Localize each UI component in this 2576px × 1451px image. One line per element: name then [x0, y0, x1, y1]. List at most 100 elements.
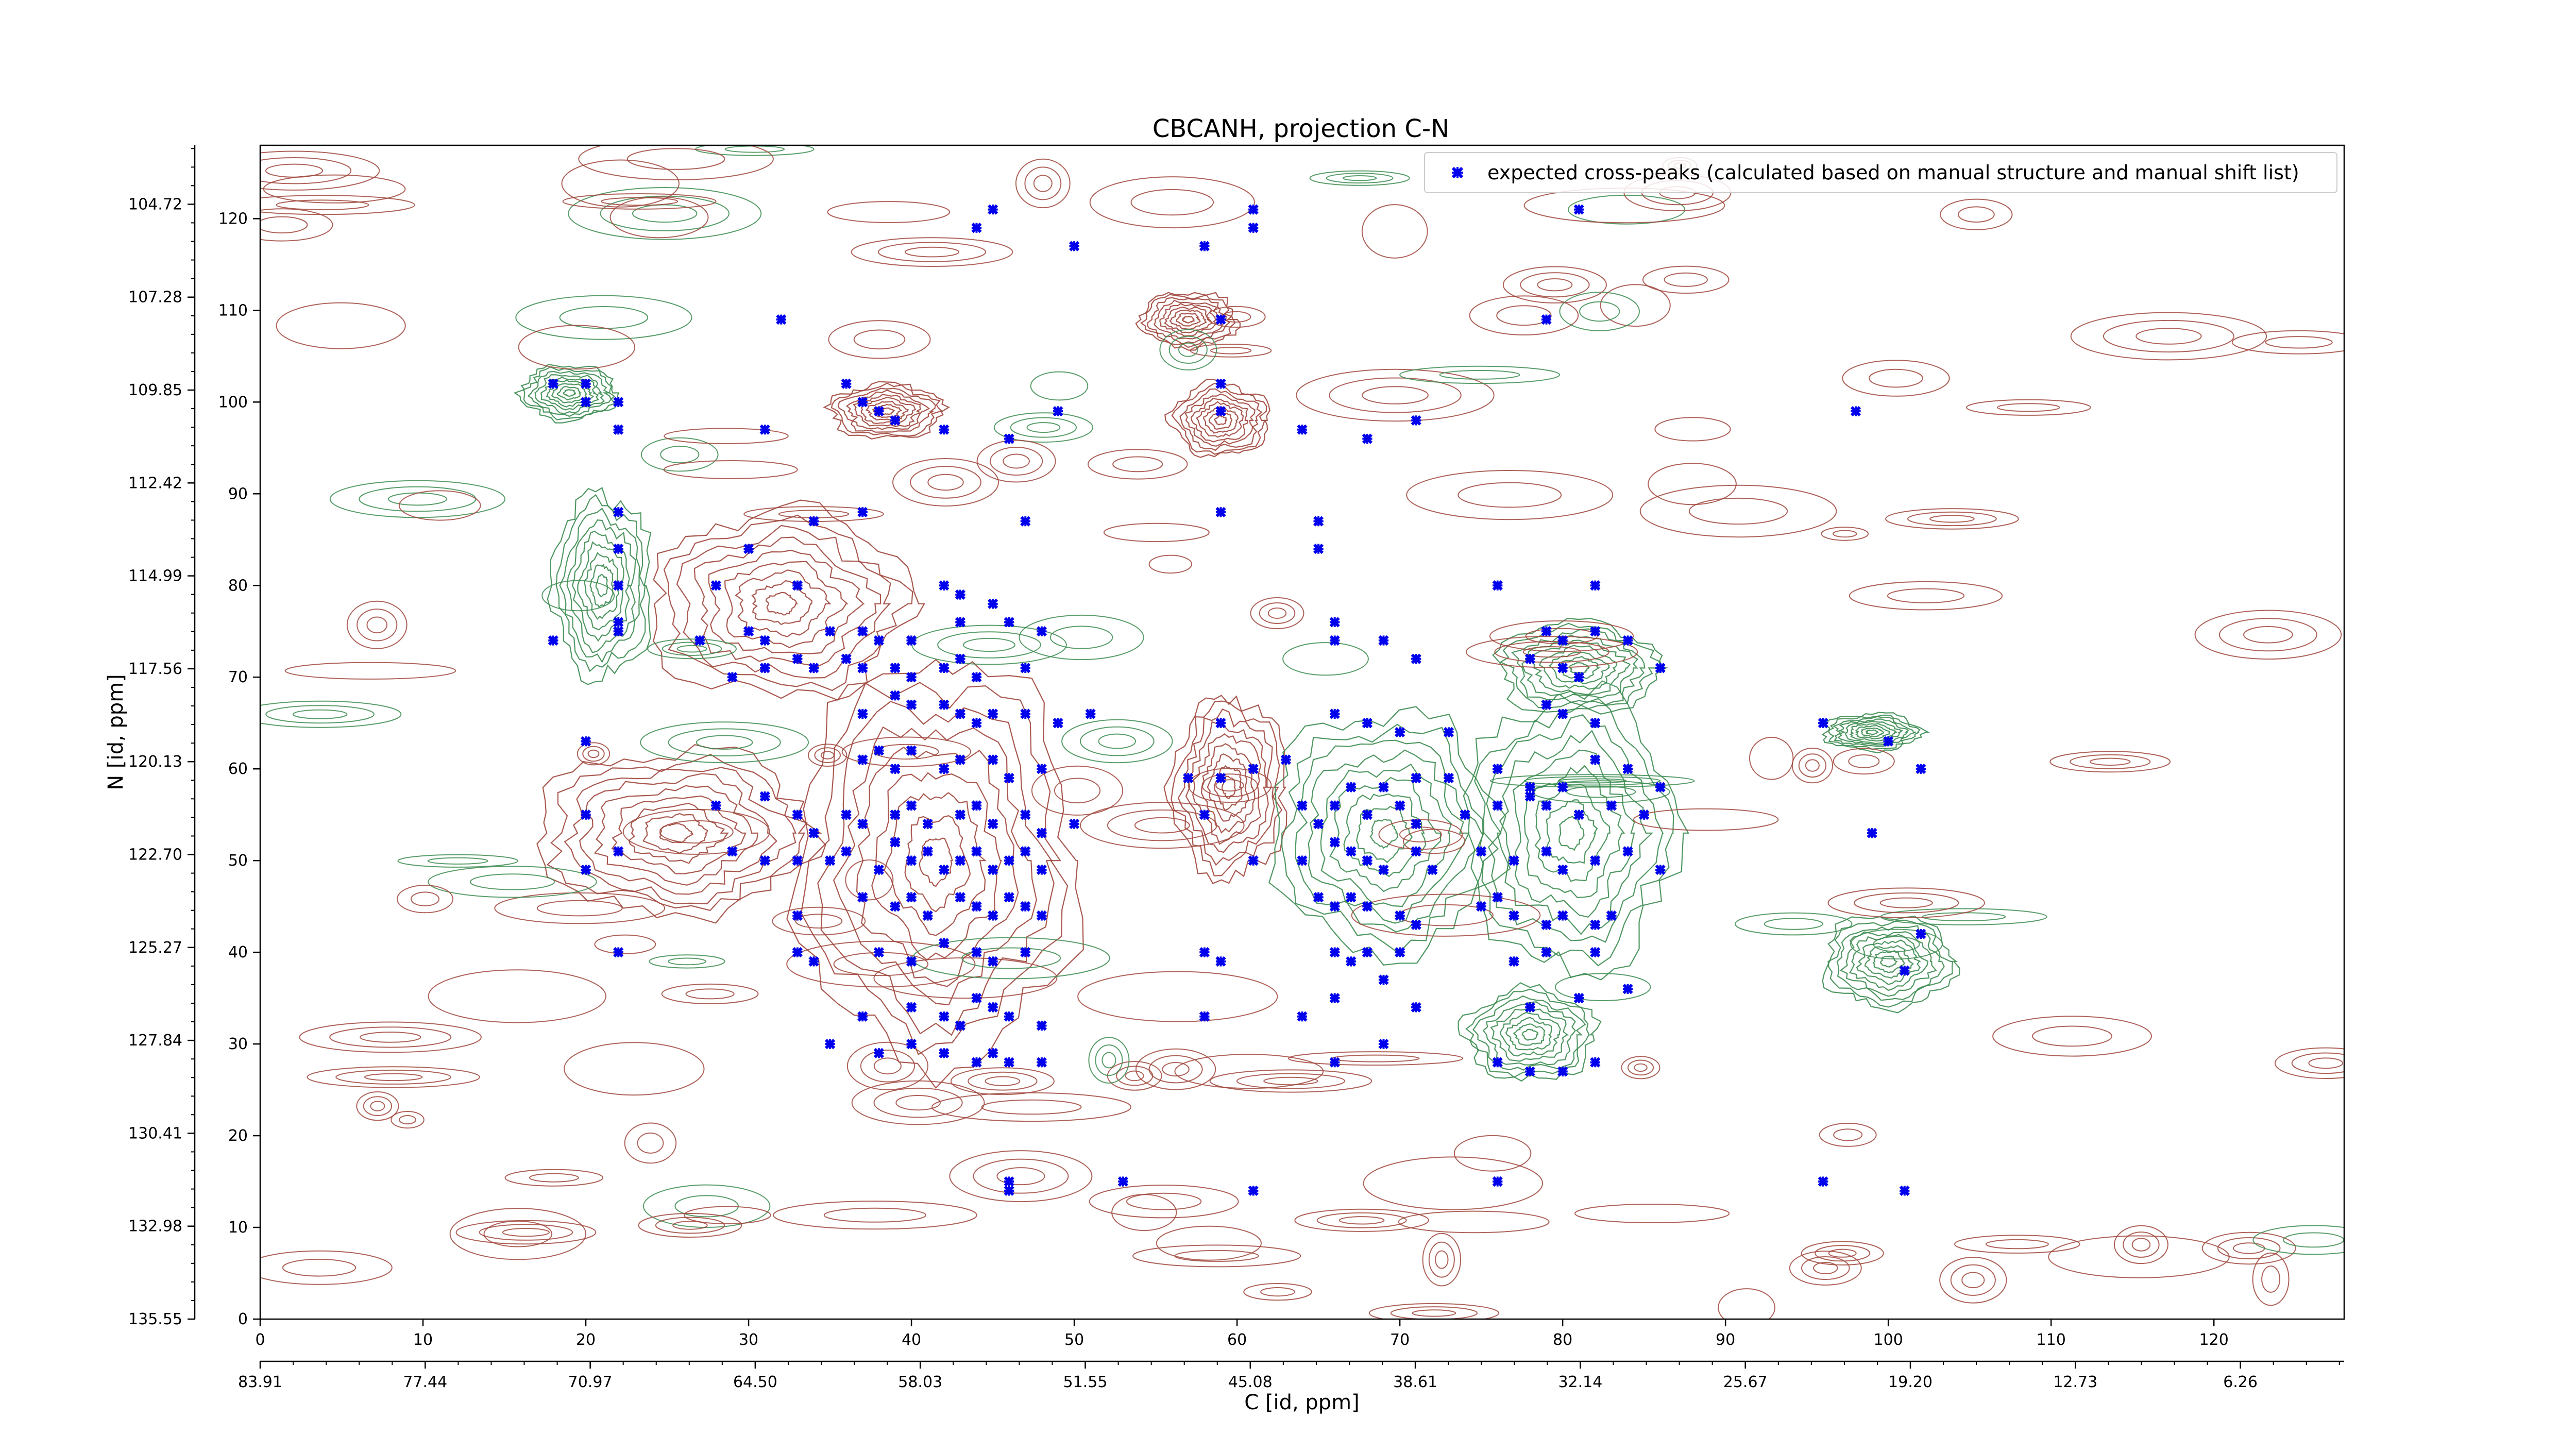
noise-contour — [2123, 1231, 2160, 1258]
y-tick-label: 80 — [228, 577, 248, 595]
contour-line — [628, 803, 729, 864]
noise-contour — [1378, 819, 1463, 850]
peak-marker — [1509, 855, 1519, 866]
noise-contour — [2274, 1047, 2344, 1079]
peaks-layer — [548, 204, 1926, 1196]
peak-marker — [906, 1002, 917, 1013]
noise-contour — [1428, 1241, 1455, 1278]
peak-marker — [857, 626, 868, 637]
peak-marker — [1378, 782, 1389, 792]
contour-line — [1511, 628, 1646, 705]
peak-marker — [1899, 1185, 1910, 1196]
contour-region — [1164, 379, 1270, 458]
noise-contour — [1399, 826, 1442, 842]
noise-contour — [1309, 170, 1410, 186]
peak-marker — [1362, 433, 1373, 444]
contour-line — [765, 592, 799, 616]
y-tick-label: 70 — [228, 668, 248, 686]
peak-marker — [987, 598, 998, 609]
noise-contour — [1422, 1233, 1462, 1287]
peak-marker — [1541, 846, 1552, 857]
contour-line — [1329, 777, 1442, 892]
contour-line — [579, 773, 777, 895]
peak-marker — [1541, 800, 1552, 811]
peak-marker — [1329, 1057, 1340, 1068]
peak-marker — [1394, 947, 1405, 958]
noise-contour — [276, 199, 369, 211]
contour-line — [1268, 706, 1511, 966]
noise-contours — [260, 145, 2344, 1319]
peak-marker — [971, 223, 982, 233]
peak-marker — [1557, 663, 1568, 673]
y-tick-label: 60 — [228, 760, 248, 778]
contour-line — [831, 382, 943, 437]
noise-contour — [814, 747, 841, 763]
noise-contour — [949, 1150, 1093, 1203]
noise-contour — [449, 1208, 586, 1260]
peak-marker — [759, 424, 770, 435]
peak-marker — [1443, 772, 1454, 784]
peak-marker — [987, 818, 998, 830]
noise-contour — [1134, 817, 1190, 834]
noise-contour — [1850, 929, 1943, 960]
noise-contour — [1627, 1059, 1654, 1076]
noise-contour — [2201, 1231, 2296, 1265]
noise-contour — [1833, 748, 1895, 775]
noise-contour — [391, 1111, 425, 1129]
noise-contour — [2049, 751, 2171, 773]
peak-marker — [1818, 718, 1828, 729]
x-tick-label: 100 — [1874, 1331, 1903, 1349]
noise-contour — [664, 428, 789, 444]
noise-contour — [329, 480, 506, 518]
noise-contour — [1801, 1241, 1884, 1266]
contour-line — [1860, 728, 1885, 737]
peak-marker — [727, 672, 738, 683]
peak-marker — [1411, 846, 1421, 857]
contour-line — [1207, 753, 1249, 822]
noise-contour — [260, 216, 308, 233]
noise-contour — [1188, 768, 1272, 803]
noise-contour — [845, 859, 894, 901]
noise-contour — [1887, 588, 1965, 603]
peak-marker — [1541, 919, 1552, 930]
peak-marker — [841, 378, 852, 389]
peak-marker — [548, 378, 558, 389]
contour-line — [564, 767, 797, 905]
noise-contour — [1406, 470, 1614, 520]
peak-marker — [1378, 864, 1389, 875]
peak-marker — [955, 1020, 965, 1031]
peak-marker — [1329, 992, 1340, 1004]
noise-contour — [1496, 305, 1552, 326]
peak-marker — [987, 1002, 998, 1013]
peak-marker — [1524, 653, 1536, 664]
noise-contour — [795, 914, 843, 929]
noise-contour — [1174, 1250, 1259, 1262]
peak-marker — [1378, 1038, 1389, 1050]
noise-contour — [1789, 1251, 1862, 1286]
peak-marker — [1020, 947, 1031, 958]
noise-contour — [853, 329, 906, 350]
noise-contour — [494, 892, 666, 924]
peak-marker — [1524, 1066, 1536, 1077]
contour-line — [1200, 743, 1256, 834]
peak-marker — [1248, 764, 1259, 774]
peak-marker — [1215, 956, 1226, 967]
contour-line — [563, 389, 577, 397]
noise-contour — [624, 1122, 677, 1164]
contour-line — [1828, 714, 1921, 750]
noise-contour — [1089, 176, 1255, 229]
peak-marker — [1329, 947, 1340, 958]
noise-contour — [1132, 1244, 1301, 1268]
peak-marker — [1655, 864, 1666, 875]
peak-marker — [1590, 947, 1601, 958]
noise-contour — [724, 145, 785, 153]
peak-marker — [939, 1011, 950, 1022]
peak-marker — [1329, 708, 1340, 719]
noise-contour — [1159, 329, 1217, 370]
noise-contour — [1026, 422, 1061, 433]
noise-contour — [1465, 635, 1638, 668]
peak-marker — [1346, 892, 1357, 903]
peak-marker — [1248, 223, 1259, 233]
peak-marker — [1557, 1066, 1568, 1077]
peak-marker — [1036, 764, 1047, 774]
